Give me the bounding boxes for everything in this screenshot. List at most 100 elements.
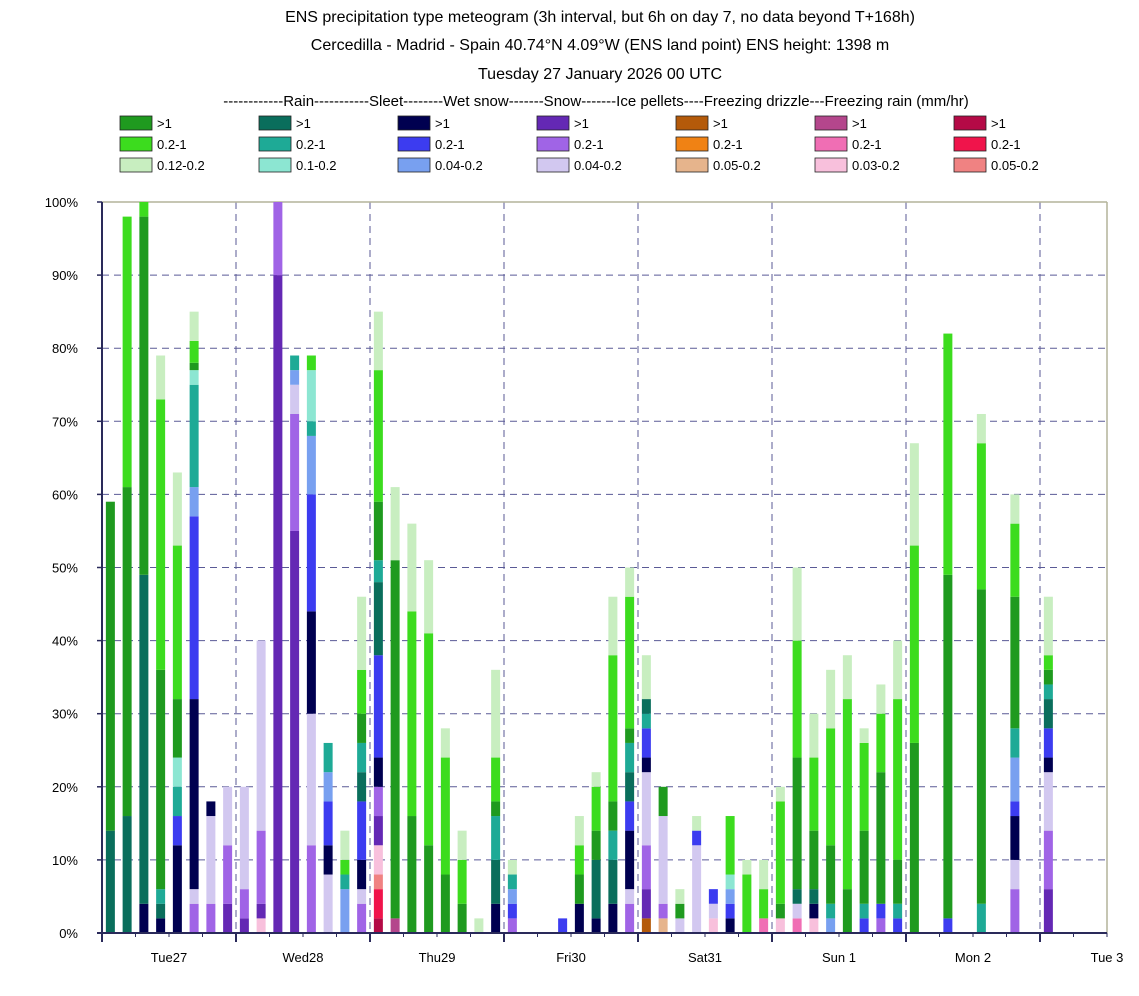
bar-9-segment-3 [256,640,266,831]
bar-27-segment-4 [591,772,601,787]
legend-swatch-rain-2 [119,157,153,173]
bar-42-segment-0 [842,889,852,933]
bar-12-segment-5 [306,421,316,436]
legend-label-wet-snow-0: >1 [435,116,450,131]
bar-15-segment-4 [357,772,367,802]
bar-5-segment-3 [189,516,199,700]
x-tick-label-mon-2: Mon 2 [955,950,991,965]
bar-45-segment-4 [893,640,903,700]
x-tick-label-tue-3: Tue 3 [1091,950,1124,965]
bar-9-segment-2 [256,830,266,904]
y-tick-label-0: 0% [59,926,78,941]
bar-49-segment-0 [1010,889,1020,933]
bar-30-segment-8 [641,655,651,700]
bar-26-segment-3 [574,816,584,846]
legend-label-wet-snow-1: 0.2-1 [435,137,465,152]
bar-5-segment-7 [189,362,199,371]
legend: >1 0.2-1 0.12-0.2 >1 0.2-1 0.1-0.2 >1 0.2-1 0.04… [119,115,1039,173]
bar-11-segment-3 [290,370,300,385]
bar-30-segment-4 [641,757,651,773]
bar-4-segment-4 [172,699,182,758]
bar-2-segment-0 [139,903,149,933]
bar-42-segment-1 [842,699,852,890]
x-tick-label-sat31: Sat31 [688,950,722,965]
bar-37-segment-2 [759,859,769,890]
bar-16-segment-11 [373,370,383,502]
bar-45-segment-1 [893,903,903,919]
bar-31-segment-0 [658,918,668,933]
bar-38-segment-1 [775,903,785,919]
bar-12-segment-4 [306,435,316,495]
bar-4-segment-6 [172,472,182,546]
bar-16-segment-9 [373,560,383,583]
bar-40-segment-1 [809,903,819,919]
bar-4-segment-1 [172,816,182,846]
bar-49-segment-8 [1010,494,1020,524]
legend-label-freezing-drizzle-1: 0.2-1 [852,137,882,152]
bar-43-segment-4 [859,728,869,743]
bar-39-segment-2 [792,889,802,904]
bar-10-segment-1 [273,202,283,276]
x-tick-label-fri30: Fri30 [556,950,586,965]
bar-39-segment-1 [792,903,802,919]
bar-18-segment-2 [407,523,417,612]
legend-swatch-ice-pellets-2 [675,157,709,173]
bar-23-segment-1 [491,859,501,904]
bar-4-segment-3 [172,757,182,787]
bar-46-segment-1 [909,545,919,743]
bar-48-segment-3 [976,413,986,444]
bar-47-segment-2 [943,333,953,575]
bar-50-segment-5 [1043,699,1053,729]
legend-swatch-sleet-1 [258,136,292,152]
bar-49-segment-1 [1010,859,1020,890]
bar-35-segment-2 [725,889,735,904]
bar-50-segment-1 [1043,830,1053,890]
bar-30-segment-5 [641,728,651,758]
bar-33-segment-1 [692,830,702,846]
bar-19-segment-2 [424,560,434,634]
bar-12-segment-3 [306,494,316,612]
bar-5-segment-5 [189,384,199,488]
bar-14-segment-2 [340,859,350,875]
bar-40-segment-5 [809,713,819,758]
legend-swatch-freezing-rain-1 [953,136,987,152]
bar-32-segment-1 [675,903,685,919]
bar-6-segment-0 [206,903,216,933]
legend-label-ice-pellets-0: >1 [713,116,728,131]
bar-15-segment-1 [357,889,367,904]
bar-43-segment-0 [859,918,869,933]
bar-45-segment-3 [893,699,903,860]
legend-label-snow-1: 0.2-1 [574,137,604,152]
bar-39-segment-5 [792,567,802,641]
bar-19-segment-1 [424,633,434,846]
bar-49-segment-7 [1010,523,1020,597]
bar-20-segment-1 [440,757,450,875]
bar-16-segment-8 [373,582,383,656]
bar-50-segment-6 [1043,684,1053,700]
chart-title-line-1: ENS precipitation type meteogram (3h int… [285,9,915,26]
chart-title-line-2: Cercedilla - Madrid - Spain 40.74°N 4.09… [311,37,889,54]
bar-48-segment-0 [976,903,986,933]
bar-13-segment-3 [323,772,333,802]
bar-41-segment-2 [826,845,836,904]
bar-6-segment-2 [206,801,216,817]
bar-40-segment-2 [809,889,819,904]
bar-41-segment-1 [826,903,836,919]
bar-27-segment-2 [591,830,601,860]
y-tick-label-1: 10% [52,853,78,868]
bar-1-segment-0 [122,816,132,933]
bar-20-segment-0 [440,874,450,933]
bar-36-segment-0 [742,874,752,933]
bar-40-segment-4 [809,757,819,831]
y-tick-label-9: 90% [52,268,78,283]
bar-29-segment-7 [625,596,635,729]
bar-50-segment-8 [1043,655,1053,670]
bar-44-segment-2 [876,772,886,904]
bar-22-segment-0 [474,918,484,933]
y-tick-label-10: 100% [45,195,79,210]
y-tick-label-2: 20% [52,780,78,795]
bar-4-segment-5 [172,545,182,700]
bar-2-segment-2 [139,216,149,575]
bar-29-segment-6 [625,728,635,743]
legend-swatch-snow-2 [536,157,570,173]
